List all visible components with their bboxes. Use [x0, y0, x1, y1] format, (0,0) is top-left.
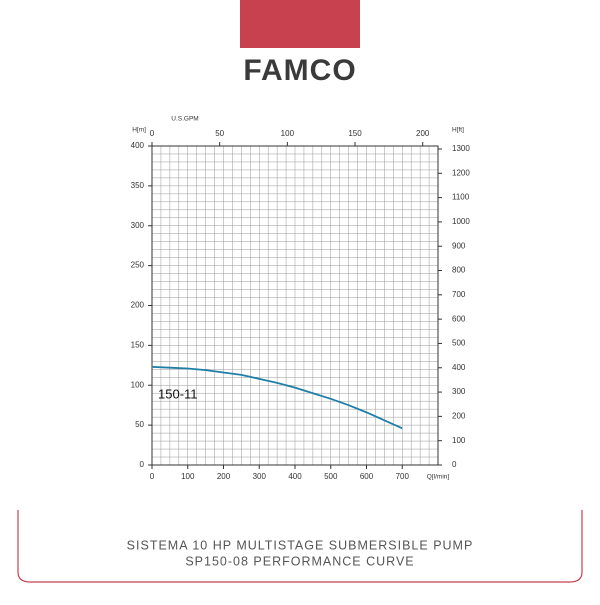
y-tick-label: 50 — [135, 420, 144, 429]
y2-axis-label: H[ft] — [452, 127, 464, 134]
y-tick-label: 0 — [140, 460, 145, 469]
series-label: 150-11 — [158, 386, 198, 401]
y2-tick-label: 100 — [452, 436, 466, 445]
y-tick-label: 100 — [131, 380, 145, 389]
y-tick-label: 350 — [131, 181, 145, 190]
x-tick-label: 100 — [181, 472, 195, 481]
y2-tick-label: 0 — [452, 460, 457, 469]
y2-tick-label: 400 — [452, 363, 466, 372]
y-tick-label: 200 — [131, 301, 145, 310]
x-tick-label: 300 — [253, 472, 267, 481]
header-band — [240, 0, 360, 48]
y2-tick-label: 500 — [452, 339, 466, 348]
y-axis-label: H[m] — [132, 127, 146, 134]
footer-frame — [17, 510, 583, 583]
chart: 0 100 200 300 400 500 600 700050100150200250300… — [131, 116, 471, 481]
x-tick-label: 0 — [150, 472, 155, 481]
y2-tick-label: 300 — [452, 387, 466, 396]
x2-tick-label: 0 — [150, 129, 155, 138]
x-axis-label: Q[l/min] — [427, 474, 450, 481]
x2-tick-label: 150 — [348, 129, 362, 138]
series-line — [151, 366, 403, 430]
y-tick-label: 300 — [131, 221, 145, 230]
y2-tick-label: 900 — [452, 241, 466, 250]
x-tick-label: 700 — [396, 472, 410, 481]
y2-tick-label: 700 — [452, 290, 466, 299]
footer-line1: SISTEMA 10 HP MULTISTAGE SUBMERSIBLE PUM… — [127, 538, 474, 552]
y2-tick-label: 200 — [452, 411, 466, 420]
y2-tick-label: 600 — [452, 314, 466, 323]
y2-tick-label: 800 — [452, 266, 466, 275]
logo: FAMCO — [243, 54, 356, 87]
y-tick-label: 400 — [131, 141, 145, 150]
y2-tick-label: 1000 — [452, 217, 470, 226]
x-tick-label: 500 — [324, 472, 338, 481]
x-tick-label: 200 — [217, 472, 231, 481]
y2-tick-label: 1200 — [452, 168, 470, 177]
y-tick-label: 250 — [131, 261, 145, 270]
x2-tick-label: 50 — [215, 129, 224, 138]
y2-tick-label: 1100 — [452, 193, 470, 202]
x2-tick-label: 200 — [416, 129, 430, 138]
x-tick-label: 400 — [288, 472, 302, 481]
y2-tick-label: 1300 — [452, 144, 470, 153]
x2-tick-label: 100 — [281, 129, 295, 138]
x-tick-label: 600 — [360, 472, 374, 481]
y-tick-label: 150 — [131, 340, 145, 349]
footer-line2: SP150-08 PERFORMANCE CURVE — [185, 554, 414, 568]
x2-axis-label: U.S.GPM — [171, 116, 198, 123]
